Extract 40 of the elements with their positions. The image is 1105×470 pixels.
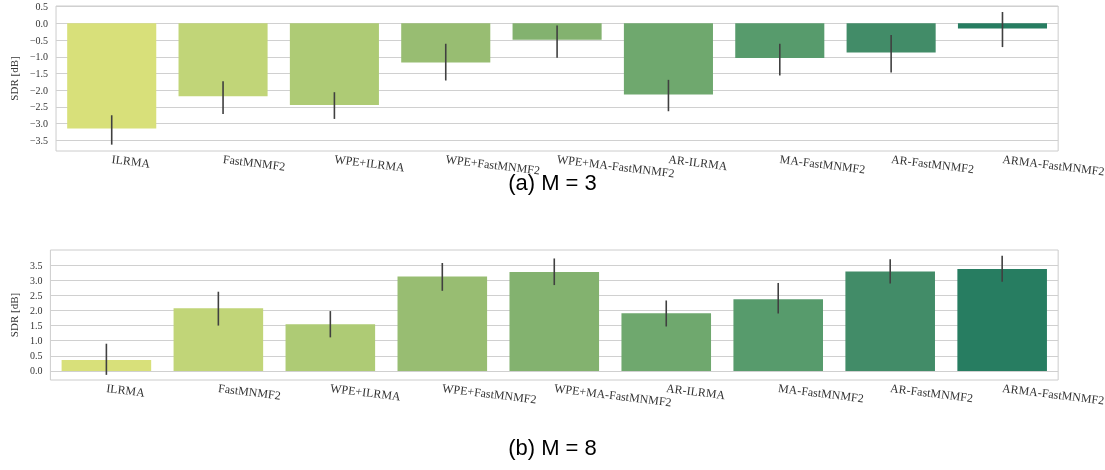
x-tick-label: FastMNMF2 (217, 381, 282, 403)
y-tick-label: 3.0 (29, 274, 43, 286)
x-tick-label: WPE+ILRMA (333, 152, 406, 175)
bar (285, 324, 376, 371)
bar (397, 276, 488, 371)
bar (845, 271, 935, 371)
bar (733, 299, 824, 371)
y-tick-label: −1.0 (29, 51, 49, 63)
x-tick-label: WPE+ILRMA (329, 381, 402, 404)
y-tick-label: 0.0 (35, 17, 49, 29)
y-axis-title: SDR [dB] (7, 292, 20, 338)
y-tick-label: −3.0 (29, 118, 49, 130)
bar (509, 272, 600, 371)
x-tick-label: ILRMA (110, 152, 152, 171)
x-tick-label: WPE+FastMNMF2 (441, 381, 538, 407)
y-tick-label: 2.5 (29, 289, 43, 301)
x-tick-label: AR-FastMNMF2 (889, 381, 974, 406)
y-tick-label: −2.5 (29, 101, 49, 113)
y-tick-label: 2.0 (29, 304, 43, 316)
y-tick-label: 0.5 (29, 350, 43, 362)
x-tick-label: ILRMA (105, 381, 146, 400)
bar (61, 360, 152, 371)
y-tick-label: 0.0 (29, 365, 43, 377)
y-tick-label: −2.0 (29, 84, 49, 96)
x-tick-label: MA-FastMNMF2 (777, 381, 865, 406)
y-tick-label: −1.5 (29, 67, 49, 79)
y-tick-label: −3.5 (29, 134, 49, 146)
bar (173, 308, 264, 371)
bar (621, 313, 712, 371)
y-tick-label: 3.5 (29, 259, 43, 271)
x-tick-label: MA-FastMNMF2 (778, 152, 867, 177)
y-tick-label: 0.5 (35, 1, 49, 13)
y-axis-title: SDR [dB] (7, 56, 20, 101)
bar (957, 269, 1047, 371)
y-tick-label: 1.0 (29, 335, 43, 347)
x-tick-label: FastMNMF2 (222, 152, 287, 174)
text: (b) M = 8 (508, 434, 597, 460)
x-tick-label: AR-FastMNMF2 (890, 152, 975, 177)
y-tick-label: 1.5 (29, 320, 43, 332)
y-tick-label: −0.5 (29, 34, 49, 46)
